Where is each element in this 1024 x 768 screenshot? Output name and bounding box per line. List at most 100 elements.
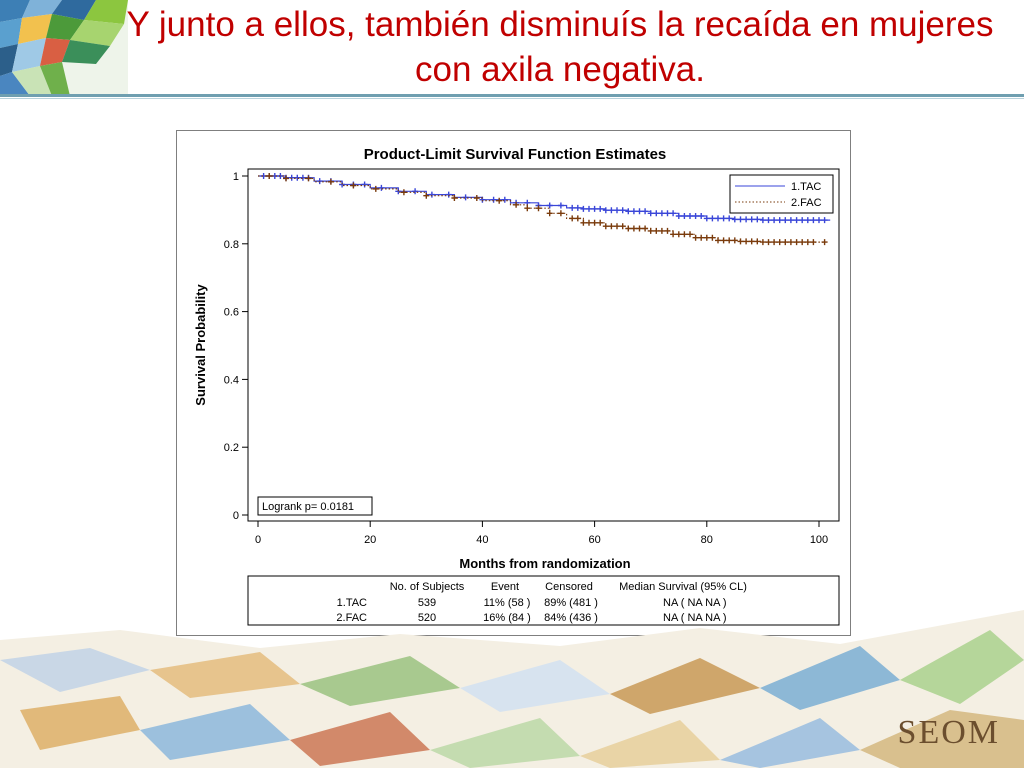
censor-mark-2-33 — [664, 227, 671, 234]
censor-mark-2-45 — [731, 237, 738, 244]
censor-mark-1-34 — [602, 207, 609, 214]
censor-mark-1-44 — [658, 210, 665, 217]
censor-mark-1-40 — [636, 208, 643, 215]
censor-mark-2-6 — [400, 189, 407, 196]
censor-mark-2-18 — [580, 219, 587, 226]
censor-mark-1-41 — [642, 208, 649, 215]
censor-mark-1-50 — [692, 213, 699, 219]
censor-mark-1-61 — [754, 216, 761, 223]
censor-mark-2-4 — [350, 182, 357, 189]
censor-mark-1-62 — [759, 217, 766, 224]
censor-mark-2-22 — [602, 223, 609, 230]
censor-mark-2-7 — [423, 192, 430, 199]
censor-mark-1-69 — [799, 217, 806, 224]
censor-mark-2-13 — [535, 205, 542, 212]
y-tick-label-3: 0.6 — [224, 307, 239, 319]
censor-mark-2-16 — [569, 215, 576, 222]
censor-mark-1-13 — [361, 181, 368, 188]
censor-mark-2-36 — [681, 231, 688, 238]
censor-mark-2-8 — [451, 195, 458, 201]
censor-mark-1-71 — [810, 217, 817, 224]
censor-mark-1-35 — [608, 207, 615, 214]
censor-mark-1-14 — [378, 184, 385, 191]
censor-mark-1-7 — [299, 174, 306, 181]
x-tick-label-2: 40 — [476, 534, 488, 546]
censor-mark-1-43 — [653, 210, 660, 217]
slide-title: Y junto a ellos, también disminuís la re… — [126, 5, 994, 89]
y-tick-label-0: 0 — [233, 510, 239, 522]
censor-mark-1-18 — [445, 191, 452, 198]
x-tick-label-4: 80 — [701, 534, 713, 546]
y-axis-label: Survival Probability — [193, 284, 208, 406]
censor-mark-1-37 — [619, 207, 626, 214]
table-cell-1-1: 520 — [418, 612, 436, 624]
header-divider — [0, 94, 1024, 99]
legend-label-tac: 1.TAC — [791, 181, 821, 193]
censor-mark-2-15 — [557, 210, 564, 217]
censor-mark-2-58 — [804, 239, 811, 246]
y-tick-label-5: 1 — [233, 171, 239, 183]
censor-mark-2-29 — [642, 225, 649, 232]
censor-mark-2-51 — [765, 239, 772, 246]
censor-mark-2-44 — [726, 237, 733, 244]
chart-title: Product-Limit Survival Function Estimate… — [364, 146, 667, 163]
censor-mark-2-23 — [608, 223, 615, 230]
table-cell-0-3: 89% (481 ) — [544, 597, 598, 609]
x-tick-label-3: 60 — [588, 534, 600, 546]
censor-mark-2-31 — [653, 227, 660, 234]
survival-chart: Product-Limit Survival Function Estimate… — [193, 146, 840, 626]
x-tick-label-5: 100 — [810, 534, 828, 546]
censor-mark-2-17 — [574, 215, 581, 222]
censor-marks-1 — [260, 173, 828, 224]
censor-mark-2-20 — [591, 219, 598, 226]
censor-mark-2-19 — [586, 219, 592, 226]
censor-mark-1-45 — [664, 210, 671, 217]
censor-mark-2-5 — [372, 185, 379, 192]
censor-mark-1-39 — [630, 208, 637, 215]
annotation-box — [257, 496, 373, 516]
censor-mark-1-63 — [765, 217, 772, 224]
censor-mark-2-32 — [658, 227, 665, 234]
censor-mark-2-52 — [771, 239, 778, 246]
plot-area: 0 0.2 0.4 0.6 0.8 1 0 20 40 60 80 100 — [224, 168, 840, 546]
censor-mark-2-47 — [743, 238, 750, 245]
censor-mark-2-50 — [759, 239, 766, 246]
censor-mark-1-9 — [316, 178, 323, 185]
annotation-text: Logrank p= 0.0181 — [262, 501, 354, 513]
censor-mark-2-28 — [636, 225, 643, 232]
table-frame — [247, 575, 840, 626]
censor-mark-2-34 — [670, 231, 677, 238]
censor-mark-1-17 — [428, 191, 435, 198]
censor-mark-2-42 — [715, 237, 721, 244]
censor-mark-1-58 — [737, 216, 744, 223]
table-header-3: Censored — [545, 581, 593, 593]
table-cell-1-2: 16% (84 ) — [483, 612, 531, 624]
censor-mark-1-55 — [720, 215, 727, 222]
censor-mark-2-12 — [524, 205, 531, 212]
censor-mark-2-38 — [692, 234, 699, 241]
censor-mark-1-51 — [698, 213, 705, 219]
censor-mark-2-30 — [647, 227, 654, 234]
censor-mark-1-68 — [793, 217, 800, 224]
censor-mark-2-9 — [473, 195, 480, 201]
censor-mark-1-66 — [782, 217, 789, 224]
summary-table: No. of Subjects Event Censored Median Survi… — [247, 575, 840, 626]
censor-mark-1-52 — [703, 215, 710, 222]
table-cell-0-2: 11% (58 ) — [484, 597, 531, 609]
censor-mark-2-39 — [698, 234, 705, 241]
table-header-4: Median Survival (95% CL) — [619, 581, 747, 593]
censor-mark-2-48 — [748, 238, 755, 245]
x-tick-label-0: 0 — [255, 534, 261, 546]
censor-mark-2-43 — [720, 237, 727, 244]
censor-mark-2-60 — [821, 239, 828, 246]
censor-mark-1-47 — [675, 213, 682, 219]
table-header-2: Event — [491, 581, 519, 593]
censor-mark-1-29 — [574, 204, 581, 211]
censor-mark-1-22 — [501, 196, 508, 203]
censor-mark-1-30 — [580, 205, 587, 212]
censor-mark-2-35 — [675, 231, 682, 238]
logrank-annotation: Logrank p= 0.0181 — [257, 496, 373, 516]
censor-mark-1-15 — [395, 188, 402, 195]
censor-mark-2-53 — [776, 239, 783, 246]
censor-mark-2-2 — [305, 175, 312, 182]
